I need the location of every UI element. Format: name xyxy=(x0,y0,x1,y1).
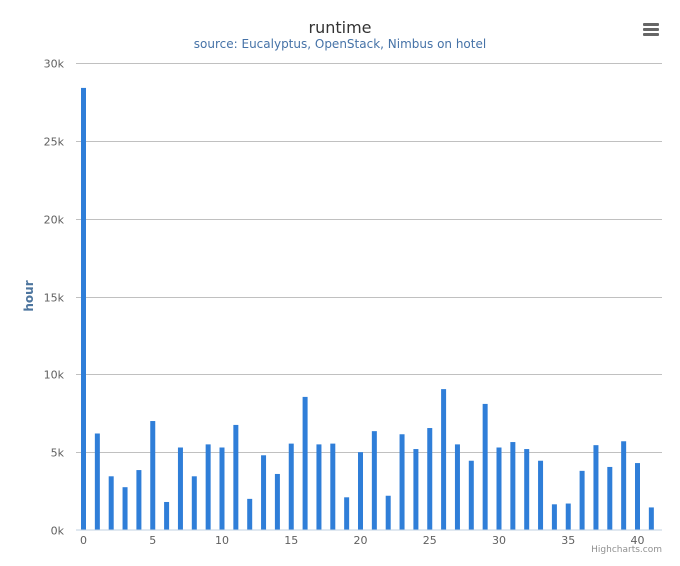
bar[interactable] xyxy=(551,504,557,530)
bar[interactable] xyxy=(94,433,100,530)
bar[interactable] xyxy=(247,498,253,530)
y-axis-label: hour xyxy=(22,280,36,311)
x-tick-label: 0 xyxy=(80,534,87,547)
bar[interactable] xyxy=(427,428,433,530)
grid-layer xyxy=(76,63,662,453)
bar[interactable] xyxy=(607,466,613,530)
y-tick-label: 5k xyxy=(51,447,65,460)
y-tick-label: 30k xyxy=(44,58,65,71)
y-tick-label: 15k xyxy=(44,292,65,305)
x-tick-label: 40 xyxy=(631,534,645,547)
bar[interactable] xyxy=(108,476,114,530)
bar[interactable] xyxy=(454,444,460,530)
bar[interactable] xyxy=(122,487,128,530)
y-axis-ticks: 0k 5k 10k 15k 20k 25k 30k xyxy=(44,58,65,538)
bar[interactable] xyxy=(538,460,544,530)
bar[interactable] xyxy=(385,495,391,530)
bar[interactable] xyxy=(524,449,530,530)
bar[interactable] xyxy=(635,463,640,530)
bar[interactable] xyxy=(510,442,516,530)
bar[interactable] xyxy=(81,87,86,530)
bar[interactable] xyxy=(593,445,599,530)
y-tick-label: 10k xyxy=(44,369,65,382)
bar[interactable] xyxy=(468,460,474,530)
bar[interactable] xyxy=(441,389,447,530)
bar[interactable] xyxy=(565,503,571,530)
bar[interactable] xyxy=(316,444,322,530)
bar[interactable] xyxy=(177,447,183,531)
bar[interactable] xyxy=(621,441,627,530)
y-tick-label: 25k xyxy=(44,136,65,149)
bar[interactable] xyxy=(302,396,308,530)
bar[interactable] xyxy=(330,443,336,530)
y-tick-label: 0k xyxy=(51,525,65,538)
chart-title: runtime xyxy=(308,18,371,37)
bar[interactable] xyxy=(164,501,170,530)
x-tick-label: 10 xyxy=(215,534,229,547)
bar[interactable] xyxy=(136,470,142,530)
bar[interactable] xyxy=(648,507,654,530)
bar[interactable] xyxy=(579,470,585,530)
bar[interactable] xyxy=(219,447,225,531)
bar[interactable] xyxy=(233,424,239,530)
x-axis-ticks: 0 5 10 15 20 25 30 35 40 xyxy=(80,534,645,547)
bar[interactable] xyxy=(413,449,419,530)
x-tick-label: 35 xyxy=(561,534,575,547)
bar[interactable] xyxy=(288,443,294,530)
x-tick-label: 25 xyxy=(423,534,437,547)
bar[interactable] xyxy=(482,403,488,530)
bar[interactable] xyxy=(496,447,502,531)
x-tick-label: 5 xyxy=(149,534,156,547)
bar[interactable] xyxy=(261,455,267,530)
bar[interactable] xyxy=(358,452,363,530)
y-tick-label: 20k xyxy=(44,214,65,227)
x-tick-label: 20 xyxy=(354,534,368,547)
bar[interactable] xyxy=(399,434,405,530)
bar[interactable] xyxy=(371,431,377,530)
bar[interactable] xyxy=(191,476,197,530)
credits-link[interactable]: Highcharts.com xyxy=(591,545,662,555)
bar[interactable] xyxy=(150,421,156,530)
bar[interactable] xyxy=(344,497,350,530)
hamburger-menu-icon[interactable] xyxy=(640,18,662,40)
bar[interactable] xyxy=(205,444,211,530)
x-tick-label: 30 xyxy=(492,534,506,547)
chart-subtitle: source: Eucalyptus, OpenStack, Nimbus on… xyxy=(194,37,486,51)
bar[interactable] xyxy=(274,473,280,530)
bar-series xyxy=(81,87,654,531)
x-tick-label: 15 xyxy=(284,534,298,547)
